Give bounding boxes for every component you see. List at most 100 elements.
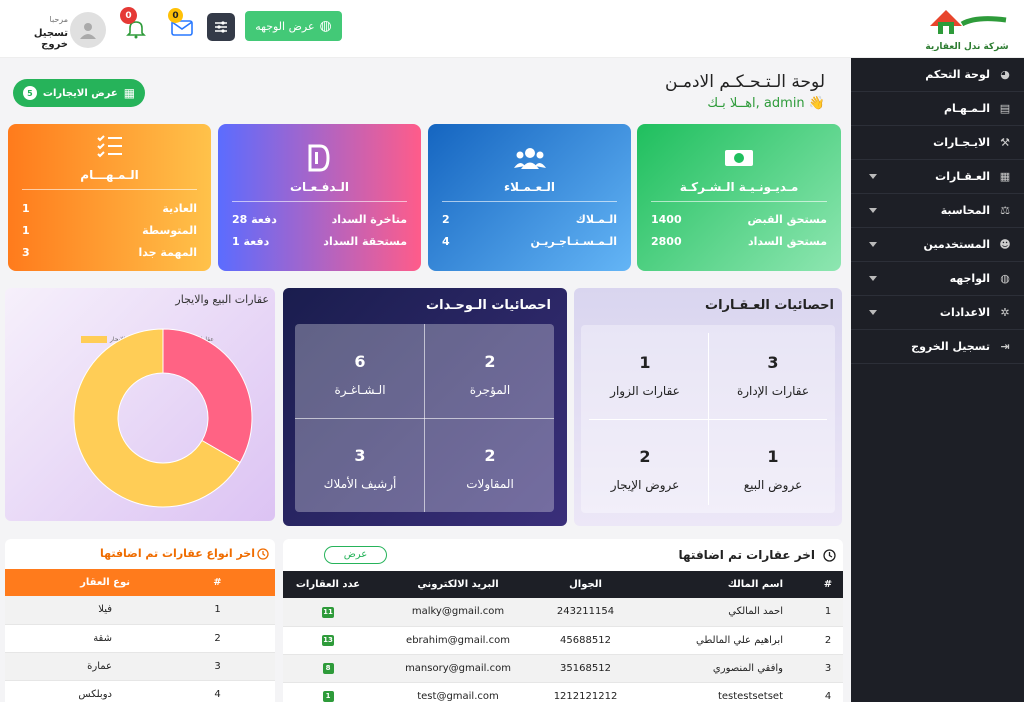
mail-button[interactable]: 0 xyxy=(168,8,194,40)
table-row[interactable]: فيلا 1 xyxy=(5,596,275,624)
page-title: لوحة الـتـحـكـم الادمـن xyxy=(664,72,825,92)
notifications-button[interactable]: 0 xyxy=(120,7,148,40)
count-badge: 13 xyxy=(322,635,334,646)
stat-tile-visitor-properties[interactable]: 1 عقارات الزوار xyxy=(583,353,707,398)
stat-value: 1 xyxy=(767,447,779,466)
view-properties-button[interactable]: عرض xyxy=(324,546,387,564)
hammer-icon: ⚒ xyxy=(1000,136,1010,149)
table-row[interactable]: عمارة 3 xyxy=(5,652,275,680)
chevron-down-icon xyxy=(869,242,877,247)
sidebar-item-tasks[interactable]: الـمـهـام ▤ xyxy=(851,92,1024,126)
sidebar-item-label: العـقـارات xyxy=(935,170,990,183)
stat-tile-vacant[interactable]: 6 الـشـاغـرة xyxy=(297,352,423,397)
card-label: المتوسطة xyxy=(142,224,197,237)
column-header: الجوال xyxy=(569,579,602,590)
settings-toggle-button[interactable] xyxy=(207,13,235,41)
property-stats-grid: 3 عقارات الإدارة 1 عقارات الزوار 1 عروض الب… xyxy=(581,325,835,513)
table-row[interactable]: دوبلكس 4 xyxy=(5,680,275,702)
stat-tile-admin-properties[interactable]: 3 عقارات الإدارة xyxy=(711,353,835,398)
stat-label: الـشـاغـرة xyxy=(334,383,386,397)
stat-value: 3 xyxy=(354,446,366,465)
index-cell: 1 xyxy=(824,606,832,618)
type-cell: دوبلكس xyxy=(78,688,112,700)
sidebar-item-frontend[interactable]: الواجهه ◍ xyxy=(851,262,1024,296)
index-cell: 3 xyxy=(214,660,221,672)
unit-stats-grid: 2 المؤجرة 6 الـشـاغـرة 2 المقاولات 3 أرشيف ا… xyxy=(295,324,554,512)
column-header: نوع العقار xyxy=(80,577,130,588)
stat-tile-archive[interactable]: 3 أرشيف الأملاك xyxy=(297,446,423,491)
avatar[interactable] xyxy=(70,12,106,48)
table-row[interactable]: شقة 2 xyxy=(5,624,275,652)
panel-title: احصائيات العـقـارات xyxy=(705,298,834,313)
user-icon xyxy=(80,23,96,39)
logout-link[interactable]: تسجيل خروج xyxy=(33,28,68,50)
card-value: 1 xyxy=(22,202,30,215)
table-row[interactable]: 8 mansory@gmail.com 35168512 وافقي المنصوري… xyxy=(283,654,843,682)
stat-tile-rent-offers[interactable]: 2 عروض الإيجار xyxy=(583,447,707,492)
sidebar-item-label: الايـجـارات xyxy=(933,136,990,149)
sidebar-item-label: لوحة التحكم xyxy=(925,68,990,81)
envelope-icon xyxy=(171,20,193,36)
table-header-row: نوع العقار # xyxy=(5,569,275,596)
sidebar-item-rentals[interactable]: الايـجـارات ⚒ xyxy=(851,126,1024,160)
index-cell: 4 xyxy=(214,688,221,700)
owner-cell: احمد المالكي xyxy=(728,606,783,618)
card-label: مستحقة السداد xyxy=(323,235,407,248)
owner-cell: ابراهيم علي المالطي xyxy=(695,634,783,646)
money-bag-icon: ⚖ xyxy=(1000,204,1010,217)
money-icon xyxy=(725,150,753,166)
sidebar-item-logout[interactable]: تسجيل الخروج ⇥ xyxy=(851,330,1024,364)
logout-icon: ⇥ xyxy=(1000,340,1010,353)
latest-types-panel: اخر انواع عقارات تم اضافتها نوع العقار #… xyxy=(5,539,275,702)
sidebar-item-label: تسجيل الخروج xyxy=(911,340,990,353)
chart-title: عقارات البيع والايجار xyxy=(175,293,269,306)
card-value: 1400 xyxy=(651,213,682,226)
card-value: 2 xyxy=(442,213,450,226)
card-value: 2800 xyxy=(651,235,682,248)
card-label: الـمـلاك xyxy=(575,213,617,226)
chevron-down-icon xyxy=(869,208,877,213)
building-icon: ▦ xyxy=(999,170,1011,183)
stat-value: 2 xyxy=(484,446,496,465)
welcome-text: اهــلا بـك, admin 👋 xyxy=(707,96,825,111)
gear-icon: ✲ xyxy=(1000,306,1010,319)
sidebar-item-accounting[interactable]: المحاسبة ⚖ xyxy=(851,194,1024,228)
phone-cell: 35168512 xyxy=(560,662,611,674)
company-debt-card: مـديـونـيـة الـشـركـة 1400 مستحق القبض 28… xyxy=(637,124,841,271)
table-row[interactable]: 11 malky@gmail.com 243211154 احمد المالكي 1 xyxy=(283,598,843,626)
sidebar-item-dashboard[interactable]: لوحة التحكم ◕ xyxy=(851,58,1024,92)
card-label: متاخرة السداد xyxy=(331,213,407,226)
company-logo[interactable]: شركة ندل العقارية xyxy=(924,4,1010,54)
stat-tile-sale-offers[interactable]: 1 عروض البيع xyxy=(711,447,835,492)
count-badge: 1 xyxy=(322,691,334,702)
unit-stats-panel: احصائيات الـوحـدات 2 المؤجرة 6 الـشـاغـرة … xyxy=(283,288,567,526)
panel-title: اخر انواع عقارات تم اضافتها xyxy=(99,547,255,560)
sidebar-item-settings[interactable]: الاعدادات ✲ xyxy=(851,296,1024,330)
stat-tile-rented[interactable]: 2 المؤجرة xyxy=(427,352,553,397)
checklist-icon xyxy=(97,135,122,158)
view-site-button[interactable]: عرض الوجهه ◍ xyxy=(245,11,342,41)
users-icon xyxy=(514,148,546,169)
phone-cell: 1212121212 xyxy=(553,690,618,702)
sidebar-item-properties[interactable]: العـقـارات ▦ xyxy=(851,160,1024,194)
stat-tile-contracting[interactable]: 2 المقاولات xyxy=(427,446,553,491)
donut-chart xyxy=(73,328,253,508)
globe-icon: ◍ xyxy=(1000,272,1010,285)
view-rentals-button[interactable]: 5 عرض الايجارات ▦ xyxy=(13,79,145,107)
stat-value: 6 xyxy=(354,352,366,371)
stat-value: 2 xyxy=(484,352,496,371)
table-row[interactable]: 1 test@gmail.com 1212121212 testestsetset 4 xyxy=(283,682,843,702)
index-cell: 2 xyxy=(824,634,832,646)
latest-types-table: نوع العقار # فيلا 1 شقة 2 عمارة 3 دوبلكس 4 xyxy=(5,569,275,702)
table-row[interactable]: 13 ebrahim@gmail.com 45688512 ابراهيم علي ا… xyxy=(283,626,843,654)
donut-slice-rent[interactable] xyxy=(73,328,241,508)
phone-cell: 243211154 xyxy=(556,606,615,618)
donut-slice-sale[interactable] xyxy=(162,328,253,464)
phone-cell: 45688512 xyxy=(560,634,611,646)
divider xyxy=(589,419,827,420)
sidebar-item-users[interactable]: المستخدمين ☻ xyxy=(851,228,1024,262)
column-header: البريد الالكتروني xyxy=(417,579,499,590)
card-title: الـدفـعـات xyxy=(289,180,350,194)
chevron-down-icon xyxy=(869,174,877,179)
sidebar-item-label: المستخدمين xyxy=(923,238,990,251)
